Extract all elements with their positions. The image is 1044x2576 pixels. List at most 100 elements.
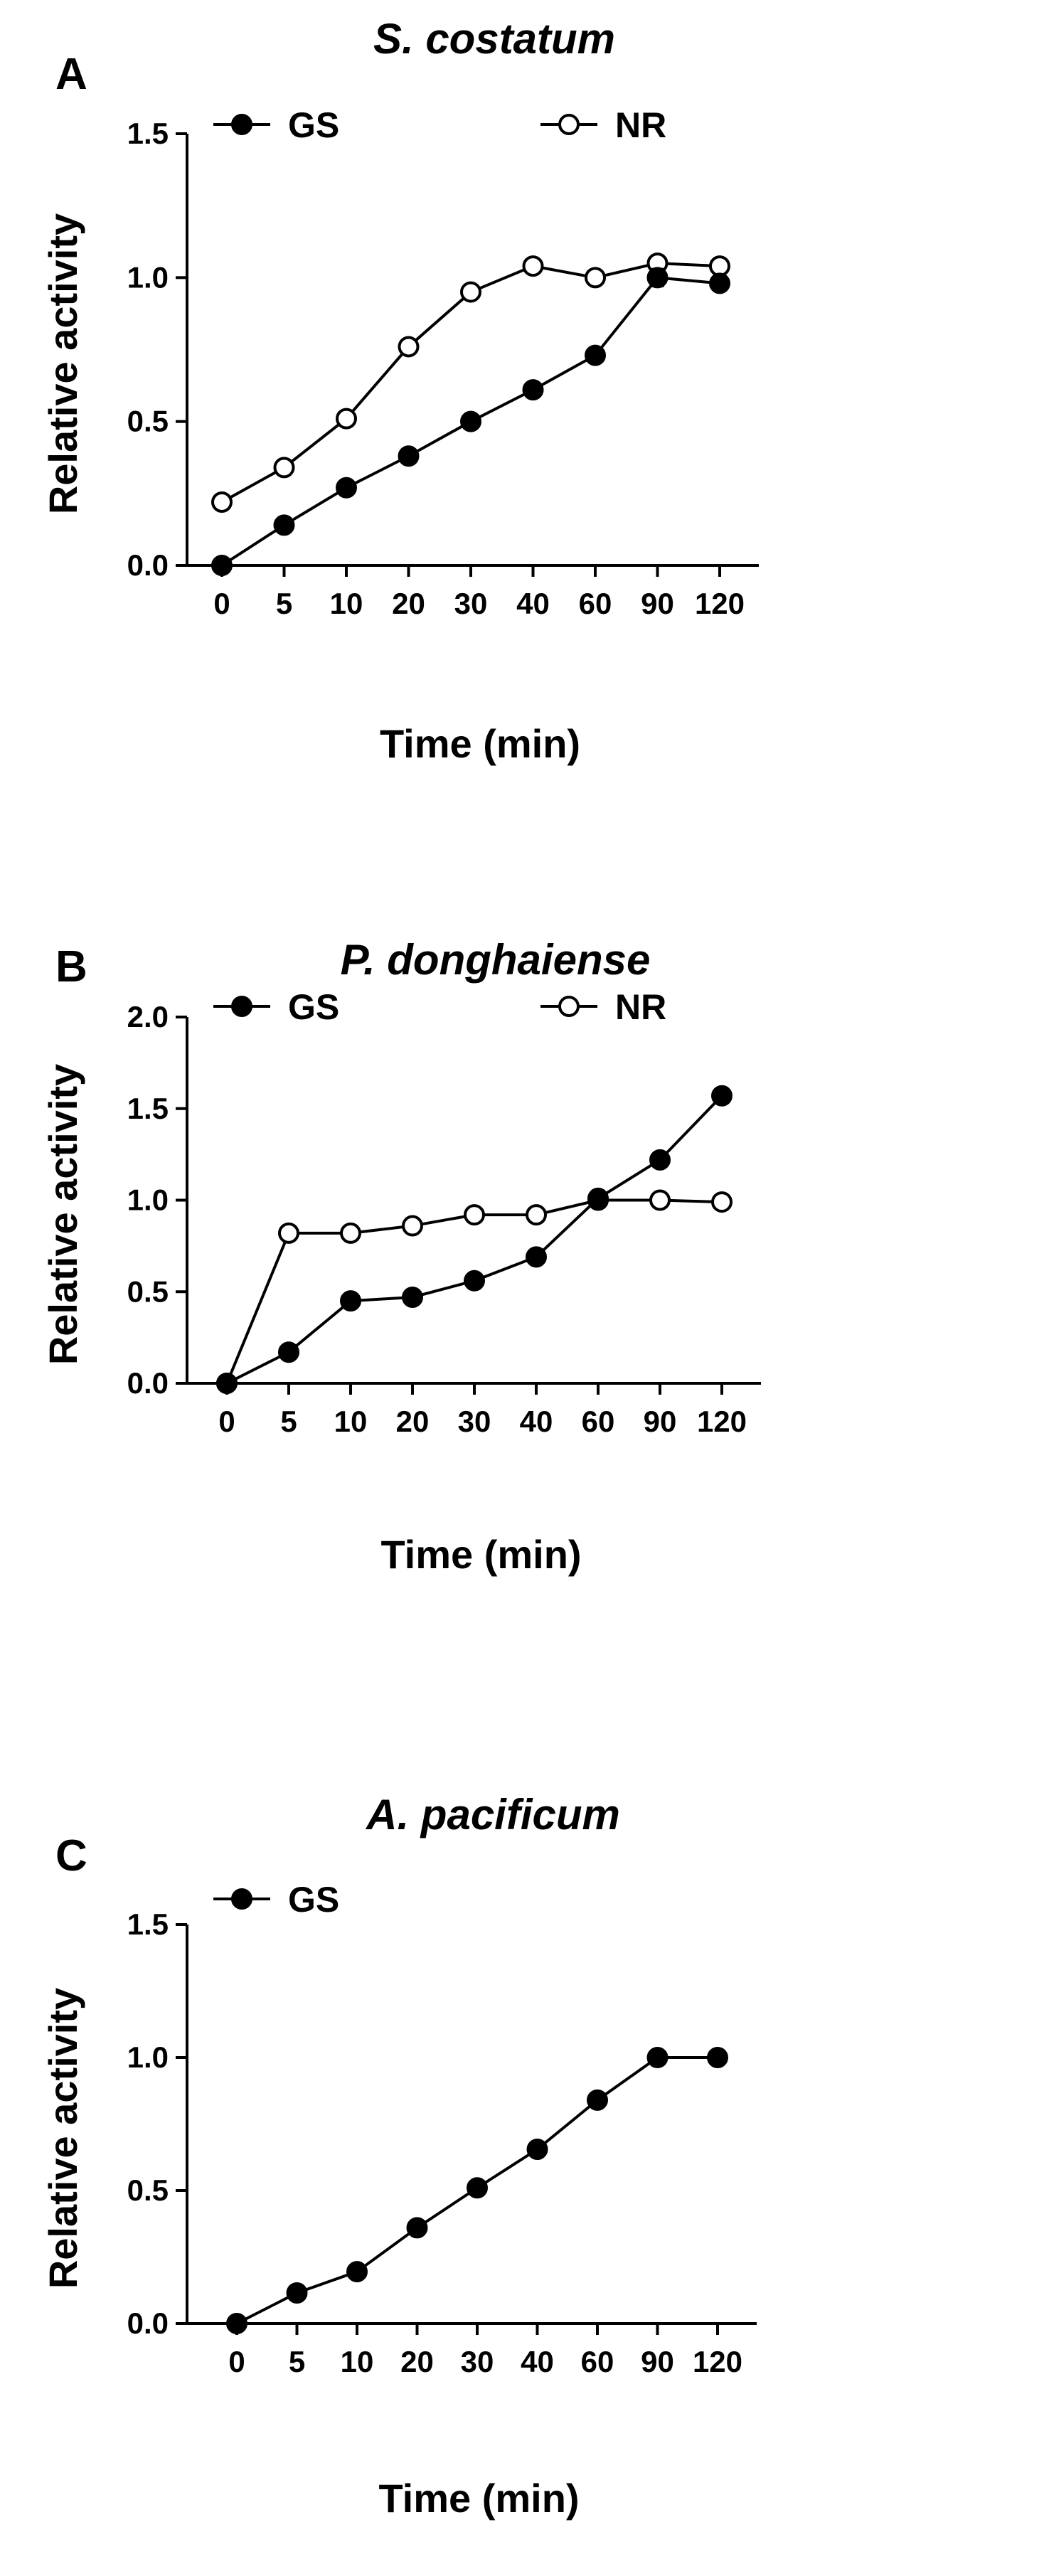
data-point-gs (286, 2282, 308, 2304)
x-tick-label: 0 (218, 1405, 235, 1438)
data-point-gs (526, 2139, 548, 2161)
data-point-gs (585, 344, 606, 366)
y-tick-label: 1.5 (127, 1092, 169, 1125)
x-axis-label: Time (min) (380, 721, 580, 766)
x-tick-label: 90 (644, 1405, 677, 1438)
y-tick-label: 0.5 (127, 1274, 169, 1308)
data-point-gs (649, 1149, 671, 1171)
data-point-gs (398, 445, 420, 467)
data-point-gs (526, 1246, 547, 1268)
y-tick-label: 0.5 (127, 2173, 169, 2207)
panel-letter: C (55, 1831, 87, 1880)
legend-marker-nr (558, 996, 580, 1017)
x-axis-label: Time (min) (378, 2476, 579, 2521)
data-point-gs (646, 267, 669, 289)
legend-label-nr: NR (615, 987, 666, 1027)
legend-marker-gs (231, 996, 252, 1017)
data-point-nr (211, 491, 233, 513)
chart-panel-b: B P. donghaiense 0.0 0.5 1.0 1.5 2.0 0 5 10 20 30 40… (0, 925, 1044, 1764)
x-tick-label: 90 (641, 587, 674, 620)
data-point-gs (464, 1270, 485, 1292)
data-point-nr (649, 1189, 671, 1211)
series-gs (216, 1085, 733, 1394)
data-point-nr (340, 1222, 361, 1244)
data-point-gs (211, 555, 233, 576)
data-point-gs (216, 1373, 238, 1394)
y-tick-label: 1.5 (127, 117, 169, 150)
legend-label-gs: GS (288, 105, 339, 145)
data-point-gs (340, 1290, 361, 1312)
y-axis-label: Relative activity (41, 1988, 85, 2289)
x-axis-label: Time (min) (380, 1532, 581, 1577)
data-point-nr (273, 457, 295, 479)
data-point-gs (278, 1341, 299, 1363)
data-point-nr (711, 1191, 733, 1213)
legend-label-nr: NR (615, 105, 666, 145)
data-point-gs (522, 379, 544, 401)
x-tick-label: 120 (693, 2345, 742, 2378)
data-point-gs (467, 2177, 488, 2199)
series-line-nr (225, 1198, 723, 1384)
data-point-gs (707, 2047, 728, 2068)
x-tick-label: 120 (695, 587, 745, 620)
data-point-nr (278, 1222, 299, 1244)
x-tick-label: 40 (520, 1405, 553, 1438)
data-point-gs (709, 272, 730, 294)
legend-marker-nr (558, 114, 580, 135)
y-tick-label: 0.0 (127, 548, 169, 582)
y-tick-label: 1.0 (127, 2040, 169, 2074)
chart-panel-c: C A. pacificum 0.0 0.5 1.0 1.5 0 5 10 20 30 40 60 90 1… (0, 1764, 1044, 2576)
data-point-nr (398, 336, 420, 358)
y-tick-label: 2.0 (127, 1000, 169, 1033)
panel-letter: A (55, 50, 87, 99)
data-point-gs (711, 1085, 733, 1107)
x-tick-label: 40 (521, 2345, 554, 2378)
chart-svg-c: C A. pacificum 0.0 0.5 1.0 1.5 0 5 10 20 30 40 60 90 1… (41, 1791, 757, 2521)
x-tick-label: 10 (341, 2345, 374, 2378)
data-point-gs (273, 514, 295, 536)
data-point-gs (346, 2261, 368, 2283)
data-point-gs (406, 2217, 428, 2239)
x-tick-label: 30 (458, 1405, 491, 1438)
data-point-gs (587, 1187, 609, 1209)
data-point-nr (402, 1215, 423, 1237)
series-gs (226, 2047, 728, 2334)
data-point-nr (460, 281, 481, 303)
data-point-nr (336, 408, 357, 430)
chart-title: P. donghaiense (341, 936, 651, 984)
x-tick-label: 0 (213, 587, 230, 620)
x-tick-label: 10 (334, 1405, 368, 1438)
data-point-gs (336, 477, 357, 499)
data-point-nr (522, 255, 544, 277)
chart-title: S. costatum (373, 15, 615, 63)
x-tick-label: 60 (582, 1405, 615, 1438)
x-tick-label: 60 (581, 2345, 614, 2378)
data-point-gs (402, 1286, 423, 1308)
x-tick-label: 0 (228, 2345, 245, 2378)
x-tick-label: 5 (276, 587, 292, 620)
series-nr (216, 1189, 733, 1394)
chart-svg-a: A S. costatum 0.0 0.5 1.0 1.5 0 5 10 20 30 40 60 90 12… (41, 15, 759, 766)
y-tick-label: 1.5 (127, 1907, 169, 1941)
y-tick-label: 1.0 (127, 1183, 169, 1217)
chart-svg-b: B P. donghaiense 0.0 0.5 1.0 1.5 2.0 0 5 10 20 30 40… (41, 936, 761, 1577)
x-tick-label: 120 (697, 1405, 747, 1438)
y-axis-label: Relative activity (41, 213, 85, 514)
legend-label-gs: GS (288, 1880, 339, 1920)
x-tick-label: 30 (454, 587, 488, 620)
data-point-gs (226, 2313, 247, 2334)
x-tick-label: 5 (280, 1405, 297, 1438)
y-tick-label: 0.5 (127, 405, 169, 438)
legend-marker-gs (231, 114, 252, 135)
legend-marker-gs (231, 1888, 252, 1910)
y-tick-label: 1.0 (127, 260, 169, 294)
legend-label-gs: GS (288, 987, 339, 1027)
x-tick-label: 20 (400, 2345, 434, 2378)
y-tick-label: 0.0 (127, 1366, 169, 1400)
x-tick-label: 20 (392, 587, 425, 620)
data-point-gs (460, 410, 481, 432)
chart-title: A. pacificum (365, 1791, 620, 1838)
x-tick-label: 30 (461, 2345, 494, 2378)
y-tick-label: 0.0 (127, 2306, 169, 2340)
data-point-gs (646, 2047, 669, 2068)
